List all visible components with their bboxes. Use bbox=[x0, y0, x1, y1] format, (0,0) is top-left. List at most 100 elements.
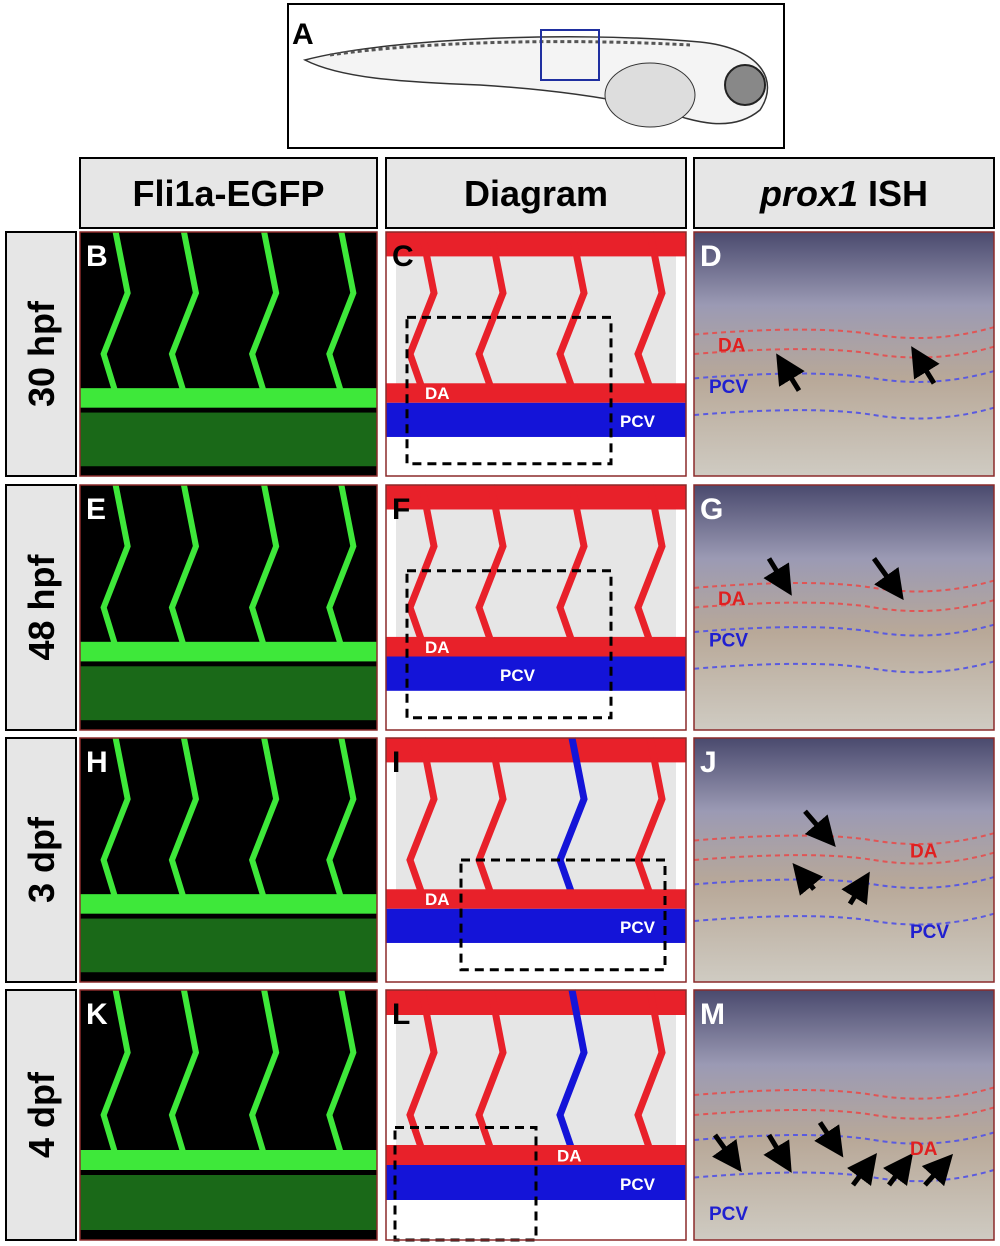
ish-label-pcv: PCV bbox=[910, 922, 949, 943]
dashed-outline bbox=[693, 1131, 995, 1145]
panel-a: A bbox=[287, 3, 785, 149]
panel: DA PCV M bbox=[693, 989, 995, 1241]
diagram-label-da: DA bbox=[425, 384, 450, 403]
tissue bbox=[396, 1010, 676, 1148]
arrow bbox=[814, 1121, 844, 1158]
vessel bbox=[556, 989, 588, 1152]
lower-vessels bbox=[80, 918, 377, 973]
vessel bbox=[248, 231, 280, 394]
dashed-outline bbox=[693, 832, 995, 846]
ish-label-pcv: PCV bbox=[709, 377, 748, 398]
diagram-label-da: DA bbox=[425, 638, 450, 657]
panel-frame bbox=[385, 231, 687, 477]
panel-letter: K bbox=[86, 998, 108, 1031]
panel-frame bbox=[79, 989, 378, 1241]
header-text: Fli1a-EGFP bbox=[132, 173, 324, 214]
row-label: 3 dpf bbox=[21, 816, 62, 903]
region-box bbox=[540, 29, 600, 81]
arrow bbox=[847, 1153, 877, 1187]
dashed-outline bbox=[693, 326, 995, 340]
diagram-label-pcv: PCV bbox=[500, 666, 536, 685]
panel-letter: G bbox=[700, 493, 723, 526]
panel-letter: M bbox=[700, 998, 725, 1031]
dashed-outline bbox=[693, 345, 995, 359]
somites bbox=[329, 40, 691, 57]
panel-frame bbox=[385, 989, 687, 1241]
vessel bbox=[326, 231, 357, 394]
dashed-outline bbox=[693, 851, 995, 865]
panel: DA PCV I bbox=[385, 737, 687, 983]
arrow bbox=[871, 557, 904, 601]
vessel bbox=[556, 484, 588, 643]
vessel bbox=[475, 231, 507, 390]
tissue bbox=[396, 757, 676, 892]
axial-vessels bbox=[80, 641, 377, 662]
vessel bbox=[406, 484, 438, 643]
vessel bbox=[406, 989, 438, 1152]
column-header: prox1 ISH bbox=[759, 173, 928, 214]
panel-letter: A bbox=[292, 18, 314, 51]
dashed-outline bbox=[693, 876, 995, 889]
vessel bbox=[326, 484, 357, 648]
arrow bbox=[921, 1153, 954, 1187]
panel-frame bbox=[79, 484, 378, 731]
vessel bbox=[100, 737, 131, 900]
row-label: 30 hpf bbox=[21, 300, 62, 407]
vessel bbox=[100, 231, 131, 394]
row-label-box bbox=[5, 737, 77, 983]
panel: DA PCV L bbox=[385, 989, 687, 1242]
diagram-label-pcv: PCV bbox=[620, 1175, 656, 1194]
panel: DA PCV F bbox=[385, 484, 687, 731]
ish-label-pcv: PCV bbox=[709, 1204, 748, 1225]
panel: E bbox=[79, 484, 378, 731]
pcv-vessel bbox=[386, 656, 686, 691]
dashed-outline bbox=[693, 660, 995, 674]
ish-bg bbox=[694, 485, 994, 730]
dashed-outline bbox=[693, 623, 995, 637]
vessel bbox=[100, 484, 131, 648]
vessel bbox=[634, 737, 666, 896]
row-label: 48 hpf bbox=[21, 553, 62, 660]
vessel bbox=[326, 737, 357, 900]
lower-vessels bbox=[80, 412, 377, 467]
dashed-box bbox=[405, 569, 613, 720]
dashed-outline bbox=[693, 1086, 995, 1100]
panel: H bbox=[79, 737, 378, 983]
vessel bbox=[168, 484, 200, 648]
vessel bbox=[168, 737, 200, 900]
panel-frame bbox=[79, 231, 378, 477]
arrow bbox=[792, 863, 824, 896]
panel: B bbox=[79, 231, 378, 477]
panel-frame bbox=[385, 737, 687, 983]
arrow bbox=[911, 346, 940, 385]
panel: K bbox=[79, 989, 378, 1241]
vessel bbox=[248, 484, 280, 648]
panel: DA PCV D bbox=[693, 231, 995, 477]
arrow bbox=[776, 353, 805, 392]
diagram-label-pcv: PCV bbox=[620, 918, 656, 937]
vessel bbox=[475, 737, 507, 896]
pcv-vessel bbox=[386, 402, 686, 437]
vessel bbox=[248, 989, 280, 1156]
panel: DA PCV G bbox=[693, 484, 995, 731]
row-label: 4 dpf bbox=[21, 1071, 62, 1158]
arrow bbox=[883, 1153, 913, 1187]
arrow bbox=[712, 1133, 742, 1173]
dashed-box bbox=[459, 858, 667, 972]
vessel bbox=[168, 989, 200, 1156]
vessel bbox=[475, 484, 507, 643]
ish-label-da: DA bbox=[718, 589, 746, 610]
lower-vessels bbox=[80, 1175, 377, 1230]
eye bbox=[724, 64, 766, 106]
ish-bg bbox=[694, 738, 994, 982]
panel: DA PCV J bbox=[693, 737, 995, 983]
vessel bbox=[100, 989, 131, 1156]
arrow bbox=[763, 1133, 792, 1173]
vessel bbox=[634, 989, 666, 1152]
arrow bbox=[841, 871, 870, 906]
panel-letter: J bbox=[700, 746, 717, 779]
ish-label-da: DA bbox=[910, 842, 938, 863]
diagram-label-pcv: PCV bbox=[620, 412, 656, 431]
panel: DA PCV C bbox=[385, 231, 687, 477]
